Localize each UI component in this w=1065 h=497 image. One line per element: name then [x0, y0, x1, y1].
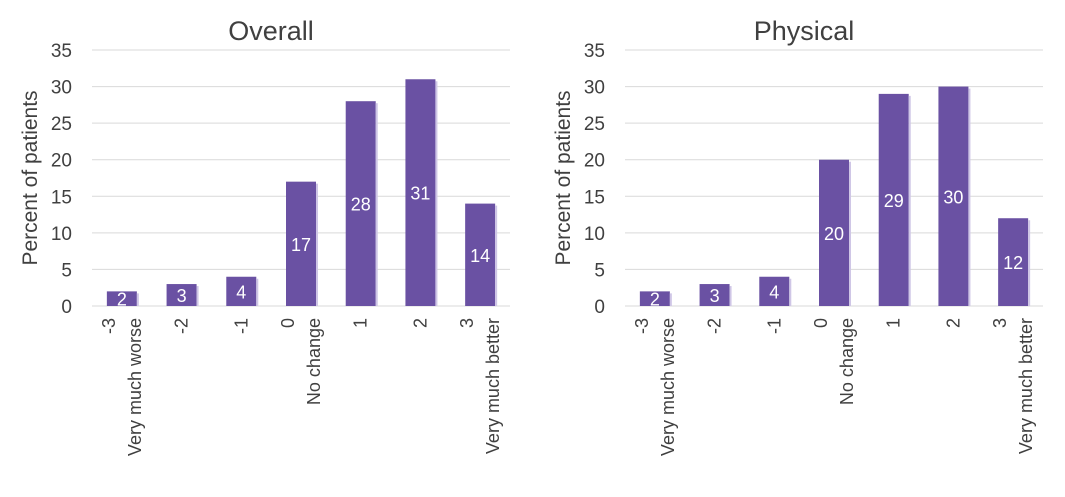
bar	[938, 86, 969, 306]
chart-title: Overall	[228, 16, 314, 46]
bar-shadow	[908, 95, 911, 306]
y-tick-label: 0	[61, 297, 72, 318]
x-tick-label: 1	[884, 318, 904, 328]
y-tick-label: 20	[584, 151, 605, 172]
data-label: 28	[351, 195, 371, 215]
bar	[878, 93, 909, 306]
y-tick-label: 5	[61, 260, 72, 281]
data-label: 4	[236, 282, 246, 302]
data-label: 30	[943, 187, 963, 207]
x-tick-label: -3	[99, 318, 119, 334]
y-tick-label: 30	[584, 78, 605, 99]
bar	[465, 203, 496, 306]
bar	[405, 79, 436, 306]
y-tick-label: 10	[584, 224, 605, 245]
data-label: 12	[1003, 253, 1023, 273]
bar-shadow	[256, 278, 259, 306]
bar-shadow	[495, 205, 498, 306]
data-label: 2	[650, 290, 660, 310]
y-tick-label: 10	[51, 224, 72, 245]
x-tick-label: 1	[351, 318, 371, 328]
x-tick-label: -1	[231, 318, 251, 334]
bar	[106, 291, 137, 306]
y-tick-label: 30	[51, 78, 72, 99]
y-axis-label: Percent of patients	[19, 90, 42, 265]
bar-shadow	[136, 293, 139, 306]
y-tick-label: 25	[51, 114, 72, 135]
y-tick-label: 5	[594, 260, 605, 281]
bar-shadow	[789, 278, 792, 306]
x-tick-label: 0	[278, 318, 298, 328]
y-tick-label: 35	[584, 41, 605, 62]
y-tick-label: 20	[51, 151, 72, 172]
x-tick-label: 0	[811, 318, 831, 328]
x-tick-label: -2	[705, 318, 725, 334]
bar-shadow	[1028, 220, 1031, 306]
chart-overall: Overall Percent of patients 0 5 10 15 20 25 30 35…	[0, 0, 533, 492]
bar	[639, 291, 670, 306]
data-label: 3	[177, 286, 187, 306]
bar	[759, 276, 790, 306]
bar	[345, 101, 376, 306]
x-tick-label: 3	[457, 318, 477, 328]
x-tick-label: Very much better	[1016, 318, 1036, 454]
bar	[226, 276, 257, 306]
x-tick-label: -2	[172, 318, 192, 334]
y-tick-label: 15	[51, 187, 72, 208]
x-tick-label: Very much worse	[125, 318, 145, 456]
bar-shadow	[375, 103, 378, 306]
data-label: 14	[470, 246, 490, 266]
bar	[166, 284, 197, 306]
y-tick-label: 35	[51, 41, 72, 62]
y-tick-label: 25	[584, 114, 605, 135]
bar-shadow	[316, 183, 318, 306]
data-label: 17	[291, 235, 311, 255]
bar-shadow	[196, 286, 199, 306]
data-label: 29	[884, 191, 904, 211]
bar	[819, 159, 849, 306]
data-label: 3	[710, 286, 720, 306]
x-tick-label: Very much better	[483, 318, 503, 454]
bar-shadow	[729, 286, 732, 306]
x-tick-label: -1	[764, 318, 784, 334]
data-label: 4	[769, 282, 779, 302]
bar-shadow	[435, 81, 438, 306]
y-tick-label: 15	[584, 187, 605, 208]
x-tick-label: 3	[990, 318, 1010, 328]
data-label: 31	[410, 184, 430, 204]
y-tick-label: 0	[594, 297, 605, 318]
bar-shadow	[968, 88, 971, 306]
bar-shadow	[669, 293, 672, 306]
x-tick-label: 2	[410, 318, 430, 328]
x-tick-label: No change	[304, 318, 324, 405]
x-tick-label: 2	[943, 318, 963, 328]
bar	[998, 218, 1029, 306]
bar	[286, 181, 316, 306]
bar-shadow	[849, 161, 851, 306]
y-axis-label: Percent of patients	[552, 90, 575, 265]
x-tick-label: No change	[837, 318, 857, 405]
data-label: 20	[824, 224, 844, 244]
chart-physical: Physical Percent of patients 0 5 10 15 20 25 30 3…	[533, 0, 1065, 492]
bar	[699, 284, 730, 306]
x-tick-label: -3	[632, 318, 652, 334]
data-label: 2	[117, 290, 127, 310]
chart-title: Physical	[754, 16, 855, 46]
x-tick-label: Very much worse	[658, 318, 678, 456]
